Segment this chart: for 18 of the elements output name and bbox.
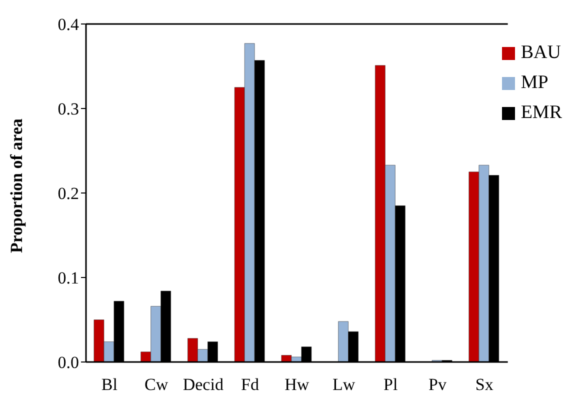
x-tick-label: Cw (144, 375, 169, 394)
y-tick-label: 0.4 (58, 15, 80, 34)
x-tick-label: Sx (475, 375, 494, 394)
legend-label: EMR (520, 102, 562, 123)
y-tick-label: 0.2 (58, 184, 79, 204)
y-tick-label: 0.1 (58, 268, 79, 288)
legend-label: BAU (520, 42, 561, 63)
x-tick-label: Pv (428, 375, 447, 394)
legend-label: MP (520, 72, 548, 93)
x-tick-label: Lw (332, 375, 356, 394)
x-tick-label: Pl (384, 375, 398, 394)
x-tick-label: Decid (182, 375, 224, 394)
text: 0.0 (58, 353, 79, 372)
y-axis-title: Proportion of area (7, 118, 26, 253)
x-tick-label: Fd (241, 375, 260, 394)
y-tick-label: 0.3 (58, 100, 79, 119)
x-tick-label: Hw (284, 375, 310, 394)
x-tick-label: Bl (101, 375, 118, 394)
